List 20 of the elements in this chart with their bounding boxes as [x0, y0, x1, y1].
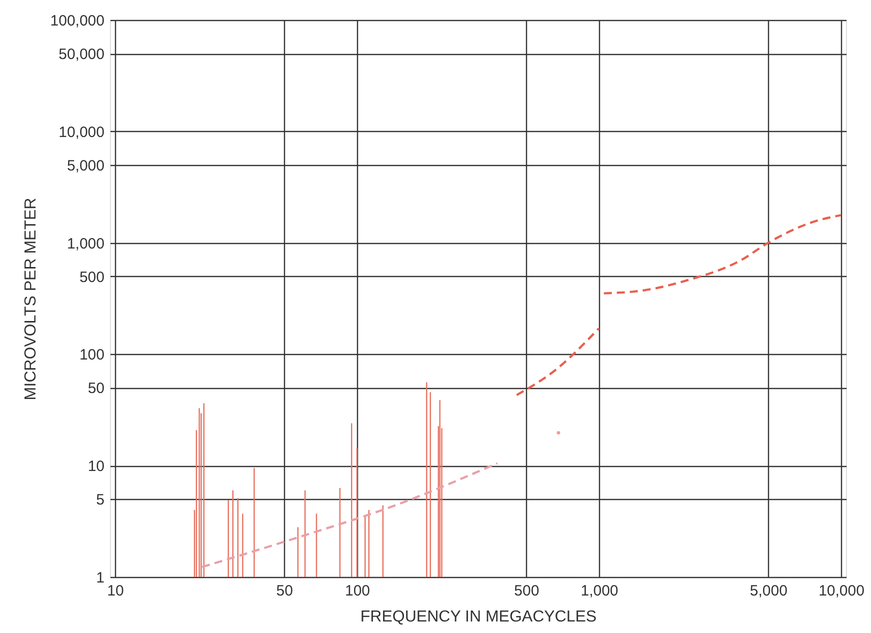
y-tick-label: 1,000	[66, 235, 104, 252]
x-tick-label: 500	[514, 582, 540, 600]
x-tick-label: 50	[276, 582, 293, 600]
x-tick-label: 5,000	[750, 582, 788, 600]
x-tick-label: 1,000	[580, 582, 618, 600]
y-tick-label: 50,000	[58, 46, 104, 64]
y-tick-label: 5	[96, 492, 104, 509]
y-tick-label: 100,000	[50, 12, 104, 30]
y-tick-label: 100	[79, 346, 104, 364]
x-tick-label: 10	[107, 582, 124, 600]
y-tick-label: 500	[79, 268, 104, 286]
y-tick-label: 1	[96, 570, 104, 586]
y-tick-label: 10,000	[58, 124, 104, 141]
x-tick-label: 10,000	[818, 582, 864, 600]
x-tick-label: 100	[344, 582, 370, 600]
x-axis-title: FREQUENCY IN MEGACYCLES	[360, 608, 597, 626]
y-tick-label: 10	[88, 458, 104, 476]
y-axis-title: MICROVOLTS PER METER	[22, 198, 40, 400]
y-tick-label: 50	[88, 380, 104, 398]
y-tick-label: 5,000	[66, 157, 104, 174]
